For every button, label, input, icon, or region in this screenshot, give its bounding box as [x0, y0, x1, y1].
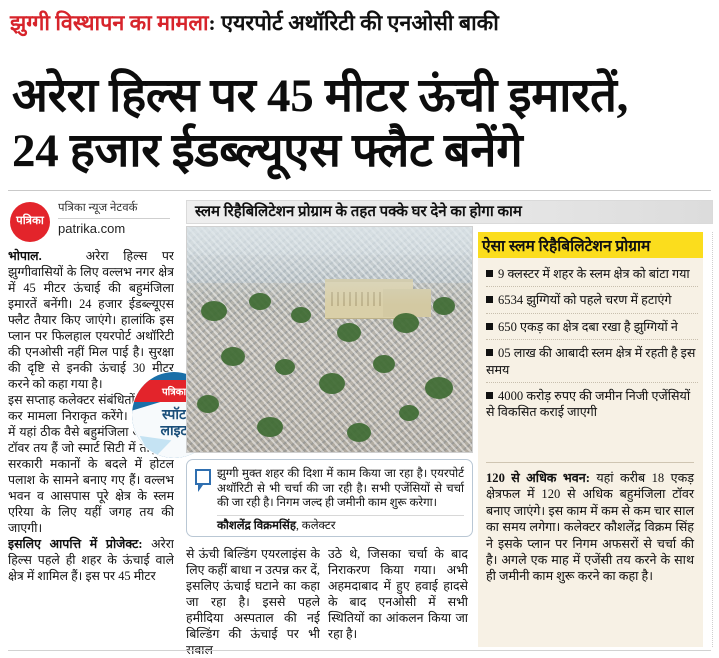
- list-item-label: 6534 झुग्गियों को पहले चरण में हटाएंगे: [498, 293, 672, 308]
- byline-divider: [58, 218, 170, 219]
- sidebar-title-bar: ऐसा स्लम रिहैबिलिटेशन प्रोग्राम: [478, 232, 703, 258]
- list-separator: [486, 382, 698, 384]
- quote-author: कौशलेंद्र विक्रमसिंह: [217, 518, 296, 532]
- byline: पत्रिका न्यूज नेटवर्क patrika.com: [58, 201, 178, 237]
- story-bottom-col-1-text: से ऊंची बिल्डिंग एयरलाइंस के लिए कहीं बा…: [186, 547, 320, 657]
- byline-website[interactable]: patrika.com: [58, 221, 126, 236]
- headline-line-1: अरेरा हिल्स पर 45 मीटर ऊंची इमारतें,: [12, 70, 629, 123]
- sidebar-note-body: यहां करीब 18 एकड़ क्षेत्रफल में 120 से अ…: [486, 471, 694, 584]
- spotlight-brand-text: पत्रिका: [161, 387, 187, 398]
- tree-icon: [257, 417, 283, 437]
- sidebar-panel: [478, 232, 703, 647]
- story-paragraph-3: इसलिए आपत्ति में प्रोजेक्ट: अरेरा हिल्स …: [8, 536, 174, 584]
- spotlight-label-line-2: लाइट: [160, 424, 188, 439]
- kicker-black-text: एयरपोर्ट अथॉरिटी की एनओसी बाकी: [221, 11, 499, 35]
- list-item-label: 4000 करोड़ रुपए की जमीन निजी एजेंसियों स…: [486, 389, 691, 420]
- quote-text: झुग्गी मुक्त शहर की दिशा में काम किया जा…: [217, 467, 464, 510]
- list-item: 9 क्लस्टर में शहर के स्लम क्षेत्र को बां…: [486, 266, 698, 286]
- list-item-label: 9 क्लस्टर में शहर के स्लम क्षेत्र को बां…: [498, 267, 690, 281]
- story-subhead: इसलिए आपत्ति में प्रोजेक्ट:: [8, 537, 143, 551]
- kicker-red-text: झुग्गी विस्थापन का मामला: [10, 11, 209, 35]
- dateline: भोपाल.: [8, 249, 42, 263]
- sidebar-note: 120 से अधिक भवन: यहां करीब 18 एकड़ क्षेत…: [486, 470, 694, 585]
- list-item: 650 एकड़ का क्षेत्र दबा रखा है झुग्गियों…: [486, 319, 698, 339]
- tree-icon: [275, 359, 295, 375]
- tree-icon: [319, 373, 345, 394]
- sidebar-edge-rule: [712, 232, 713, 647]
- quote-box: झुग्गी मुक्त शहर की दिशा में काम किया जा…: [186, 459, 473, 537]
- sidebar-title: ऐसा स्लम रिहैबिलिटेशन प्रोग्राम: [482, 238, 651, 255]
- photo-caption-bar: स्लम रिहैबिलिटेशन प्रोग्राम के तहत पक्के…: [186, 200, 713, 224]
- list-separator: [486, 312, 698, 314]
- list-item-label: 650 एकड़ का क्षेत्र दबा रखा है झुग्गियों…: [498, 319, 678, 334]
- patrika-logo-text: पत्रिका: [16, 215, 44, 228]
- spotlight-label-line-1: स्पॉट: [161, 408, 187, 423]
- byline-network: पत्रिका न्यूज नेटवर्क: [58, 202, 138, 214]
- page-bottom-divider: [8, 650, 711, 651]
- tree-icon: [201, 301, 227, 321]
- quote-attribution: कौशलेंद्र विक्रमसिंह, कलेक्टर: [217, 519, 464, 533]
- quote-designation: , कलेक्टर: [296, 518, 336, 532]
- tree-icon: [347, 423, 371, 442]
- sidebar-bullet-list: 9 क्लस्टर में शहर के स्लम क्षेत्र को बां…: [486, 266, 698, 425]
- tree-icon: [433, 297, 455, 315]
- tree-icon: [197, 395, 219, 413]
- tree-icon: [337, 323, 361, 342]
- sidebar-note-divider: [486, 462, 694, 463]
- square-bullet-icon: [486, 349, 493, 357]
- list-item: 6534 झुग्गियों को पहले चरण में हटाएंगे: [486, 292, 698, 312]
- tree-icon: [393, 313, 419, 333]
- list-item: 4000 करोड़ रुपए की जमीन निजी एजेंसियों स…: [486, 388, 698, 425]
- tree-icon: [399, 405, 419, 421]
- headline-line-2: 24 हजार ईडब्ल्यूएस फ्लैट बनेंगे: [12, 124, 523, 177]
- square-bullet-icon: [486, 270, 493, 277]
- spotlight-label: स्पॉट लाइट: [136, 408, 212, 440]
- story-bottom-column-1: से ऊंची बिल्डिंग एयरलाइंस के लिए कहीं बा…: [186, 546, 320, 657]
- tree-icon: [291, 307, 311, 323]
- quote-icon: [195, 469, 211, 492]
- patrika-logo: पत्रिका: [10, 202, 50, 242]
- story-paragraph-1: भोपाल. अरेरा हिल्स पर झुग्गीवासियों के ल…: [8, 248, 174, 392]
- list-item-label: 05 लाख की आबादी स्लम क्षेत्र में रहती है…: [486, 346, 696, 377]
- tree-icon: [373, 355, 395, 373]
- square-bullet-icon: [486, 296, 493, 304]
- kicker-line: झुग्गी विस्थापन का मामला: एयरपोर्ट अथॉरि…: [10, 6, 710, 40]
- page-title: अरेरा हिल्स पर 45 मीटर ऊंची इमारतें, 24 …: [12, 70, 712, 177]
- tree-icon: [249, 293, 271, 310]
- list-separator: [486, 286, 698, 288]
- list-separator: [486, 339, 698, 341]
- headline-divider: [8, 190, 711, 191]
- sidebar-note-heading: 120 से अधिक भवन:: [486, 471, 590, 485]
- tree-icon: [221, 347, 245, 366]
- kicker-separator: :: [208, 11, 216, 35]
- story-para-3-text: अरेरा हिल्स पहले ही शहर के ऊंचाई वाले क्…: [8, 537, 174, 583]
- tree-icon: [425, 377, 453, 399]
- story-bottom-column-2: उठे थे, जिसका चर्चा के बाद निराकरण किया …: [328, 546, 468, 652]
- story-para-1-text: अरेरा हिल्स पर झुग्गीवासियों के लिए वल्ल…: [8, 249, 174, 391]
- square-bullet-icon: [486, 392, 493, 400]
- spotlight-cone: [136, 435, 172, 458]
- photo-haze: [187, 227, 472, 305]
- masthead-block: पत्रिका पत्रिका न्यूज नेटवर्क patrika.co…: [8, 200, 178, 246]
- list-item: 05 लाख की आबादी स्लम क्षेत्र में रहती है…: [486, 345, 698, 382]
- square-bullet-icon: [486, 322, 493, 330]
- quote-divider: [217, 514, 464, 516]
- aerial-photo: [186, 226, 473, 453]
- story-bottom-col-2-text: उठे थे, जिसका चर्चा के बाद निराकरण किया …: [328, 547, 468, 641]
- photo-caption-text: स्लम रिहैबिलिटेशन प्रोग्राम के तहत पक्के…: [195, 204, 522, 220]
